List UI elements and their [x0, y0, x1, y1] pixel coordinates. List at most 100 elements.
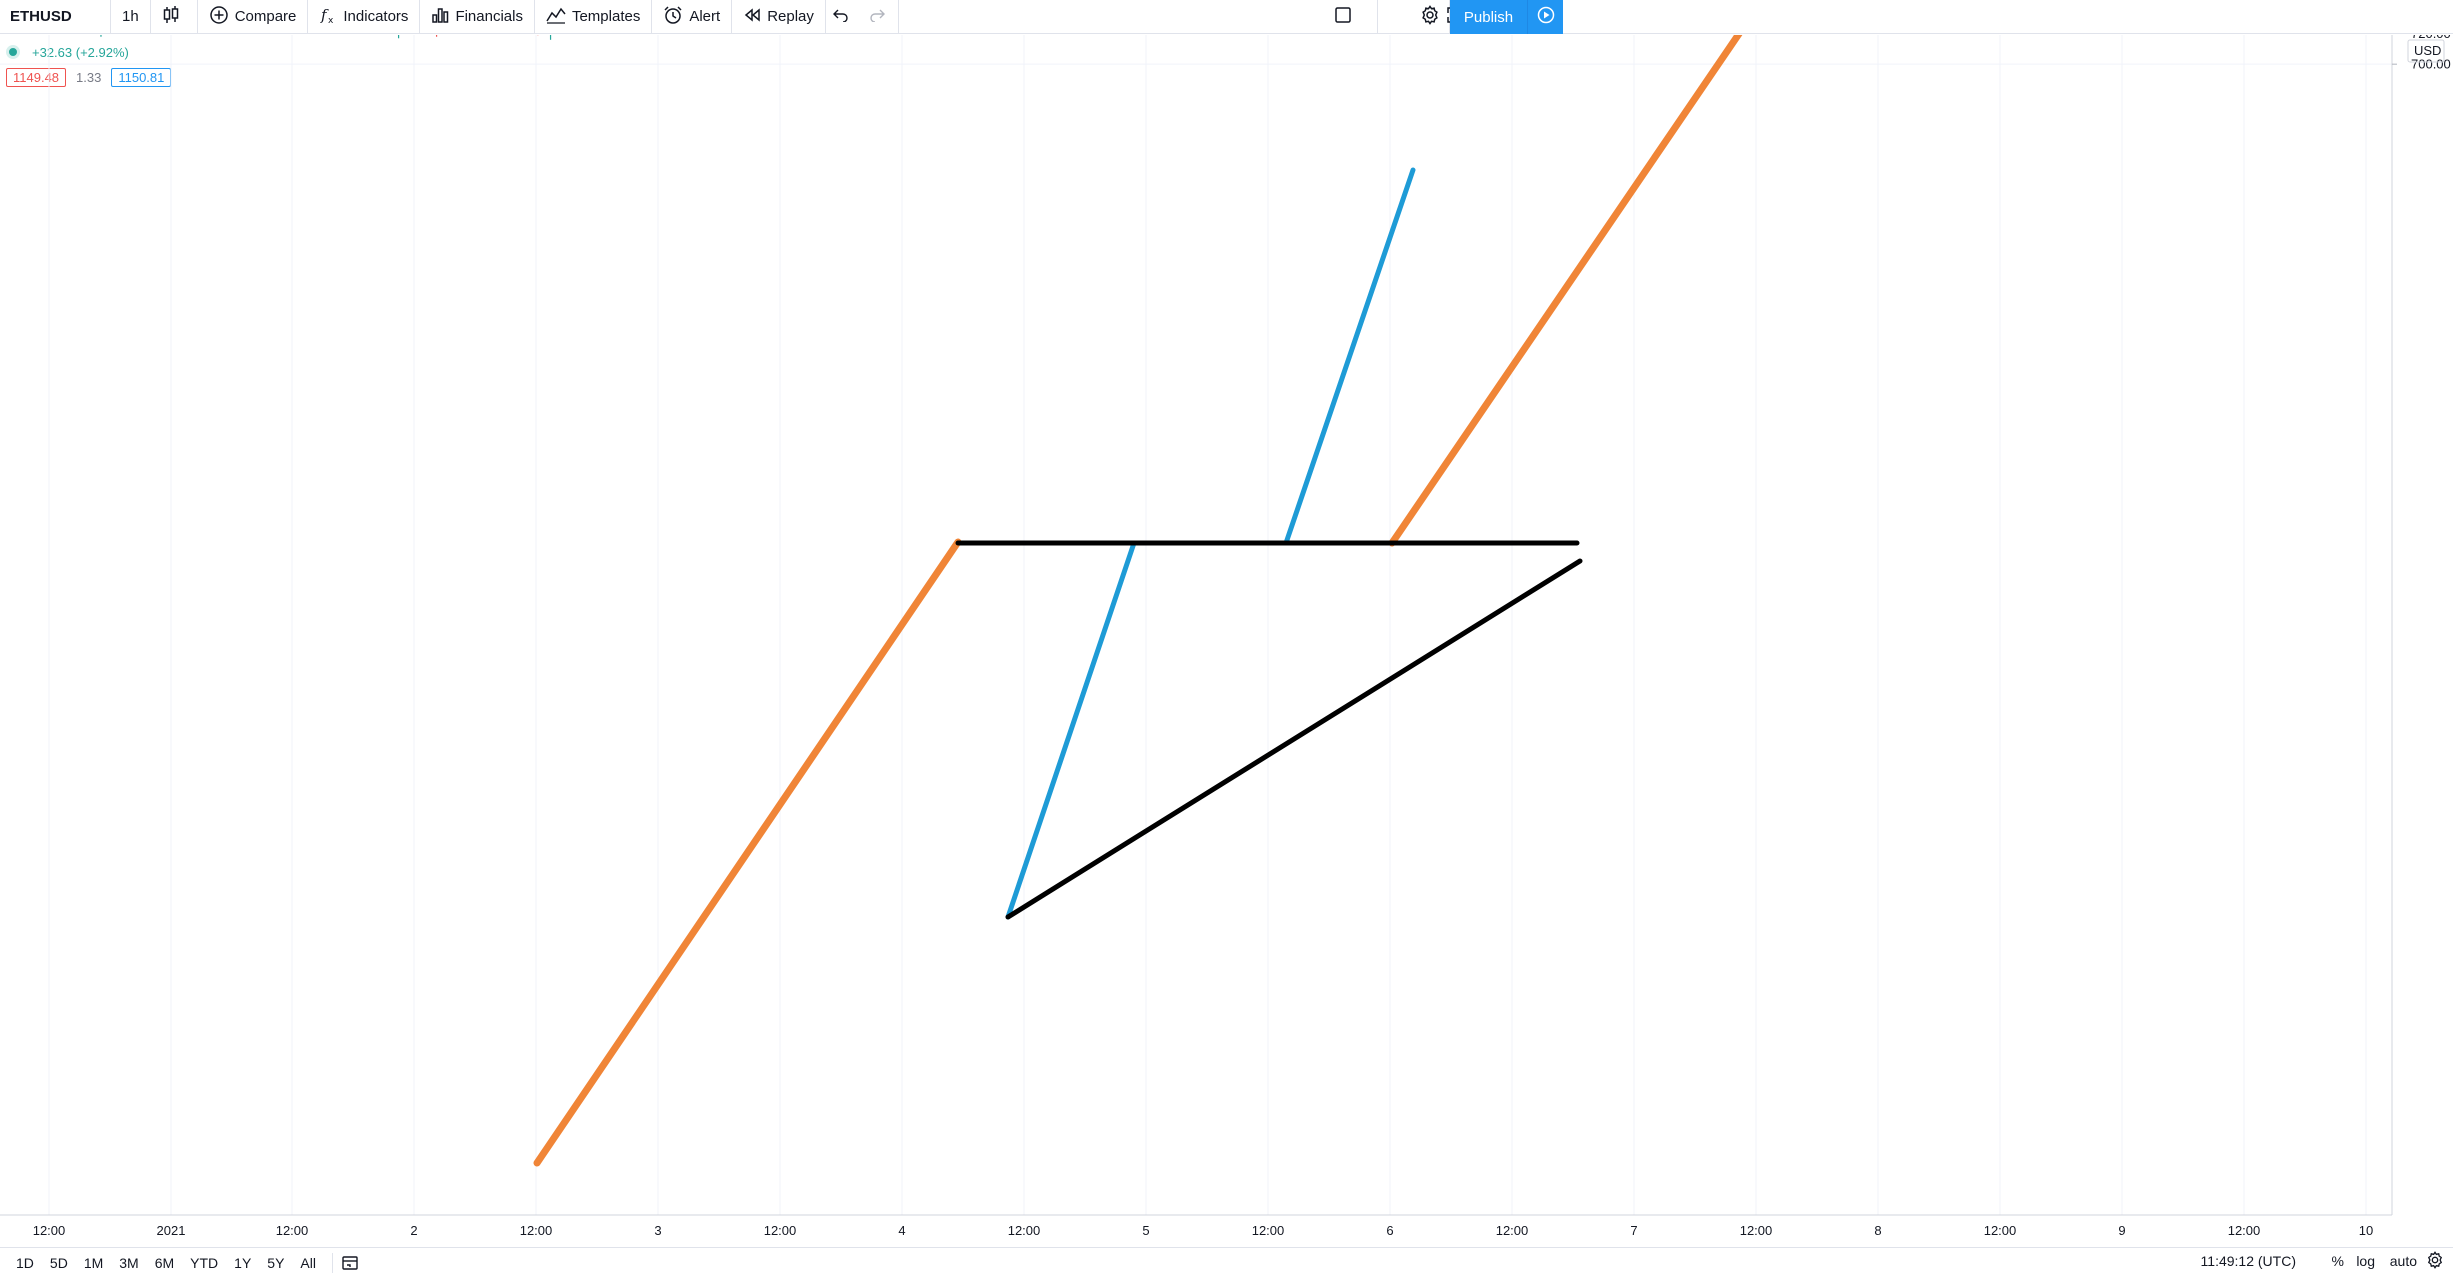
square-icon	[1334, 6, 1352, 29]
time-tick: 12:00	[1740, 1223, 1773, 1238]
time-tick: 12:00	[520, 1223, 553, 1238]
date-range-buttons: 1D 5D 1M 3M 6M YTD 1Y 5Y All	[0, 1255, 324, 1271]
spread-value: 1.33	[76, 69, 102, 85]
range-button-ytd[interactable]: YTD	[190, 1255, 219, 1271]
compare-label: Compare	[234, 8, 297, 25]
candles-icon	[162, 5, 186, 29]
time-tick: 8	[1874, 1223, 1881, 1238]
range-button-5d[interactable]: 5D	[49, 1255, 68, 1271]
time-tick: 10	[2359, 1223, 2373, 1238]
blue-trend-line[interactable]	[1283, 167, 1416, 546]
range-button-6m[interactable]: 6M	[154, 1255, 175, 1271]
alert-label: Alert	[689, 8, 721, 25]
layout-button[interactable]	[1325, 0, 1361, 34]
interval-button[interactable]: 1h	[122, 8, 139, 25]
goto-date-icon[interactable]	[341, 1255, 359, 1271]
bar-chart-icon	[431, 6, 455, 28]
range-button-3m[interactable]: 3M	[119, 1255, 139, 1271]
gear-icon	[2426, 1251, 2444, 1272]
range-button-1y[interactable]: 1Y	[234, 1255, 252, 1271]
undo-icon	[832, 8, 855, 26]
toolbar-divider	[1449, 0, 1450, 34]
utc-clock[interactable]: 11:49:12 (UTC)	[2200, 1253, 2296, 1269]
toolbar-divider	[419, 0, 421, 34]
log-toggle[interactable]: log	[2356, 1253, 2375, 1269]
auto-toggle[interactable]: auto	[2389, 1253, 2417, 1269]
alarm-clock-icon	[663, 5, 689, 29]
time-tick: 12:00	[33, 1223, 66, 1238]
bottom-toolbar: 1D 5D 1M 3M 6M YTD 1Y 5Y All	[0, 1247, 2453, 1278]
toolbar-divider	[533, 0, 535, 34]
symbol-search-button[interactable]: ETHUSD	[10, 8, 72, 25]
toolbar-divider	[196, 0, 198, 34]
time-tick: 9	[2118, 1223, 2125, 1238]
replay-button[interactable]: Replay	[732, 0, 825, 34]
toolbar-divider	[149, 0, 151, 34]
chart-style-button[interactable]	[151, 0, 197, 34]
rewind-icon	[743, 7, 767, 27]
alert-button[interactable]: Alert	[652, 0, 731, 34]
compare-button[interactable]: Compare	[198, 0, 308, 34]
range-button-1m[interactable]: 1M	[83, 1255, 104, 1271]
toolbar-divider	[897, 0, 899, 34]
gear-icon	[1420, 4, 1440, 30]
price-tick: 700.00	[2411, 57, 2451, 72]
toolbar-divider	[731, 0, 733, 34]
settings-button[interactable]	[1412, 0, 1448, 34]
time-axis[interactable]: 12:00 2021 12:00 2 12:00 3 12:00 4 12:00 5 12:00 6 1…	[0, 1214, 2392, 1247]
svg-text:x: x	[328, 16, 334, 25]
status-dot	[6, 45, 20, 59]
time-tick: 12:00	[1252, 1223, 1285, 1238]
templates-button[interactable]: Templates	[535, 0, 651, 34]
time-tick: 4	[898, 1223, 905, 1238]
time-tick: 12:00	[1496, 1223, 1529, 1238]
time-tick: 12:00	[276, 1223, 309, 1238]
time-tick: 5	[1142, 1223, 1149, 1238]
time-tick: 12:00	[2228, 1223, 2261, 1238]
templates-label: Templates	[571, 8, 641, 25]
time-tick: 7	[1630, 1223, 1637, 1238]
range-button-1d[interactable]: 1D	[16, 1255, 34, 1271]
percent-toggle[interactable]: %	[2331, 1253, 2344, 1269]
toolbar-divider	[307, 0, 309, 34]
candlestick-series	[100, 35, 552, 40]
drawing-tools	[533, 35, 1762, 1167]
publish-button[interactable]: Publish	[1450, 0, 1527, 34]
time-tick: 12:00	[1008, 1223, 1041, 1238]
currency-label: USD	[2414, 43, 2441, 58]
redo-button[interactable]	[862, 0, 898, 34]
toolbar-divider	[824, 0, 826, 34]
bid-price[interactable]: 1149.48	[6, 67, 67, 87]
time-tick: 2	[410, 1223, 417, 1238]
financials-button[interactable]: Financials	[420, 0, 534, 34]
time-tick: 12:00	[764, 1223, 797, 1238]
replay-label: Replay	[767, 8, 814, 25]
chart-legend: +32.63 (+2.92%) 1149.48 1.33 1150.81	[6, 42, 181, 92]
time-tick: 2021	[157, 1223, 186, 1238]
undo-button[interactable]	[826, 0, 862, 34]
support-line[interactable]	[1005, 558, 1583, 920]
range-button-all[interactable]: All	[300, 1255, 316, 1271]
redo-icon	[869, 8, 891, 26]
time-tick: 12:00	[1984, 1223, 2017, 1238]
svg-text:f: f	[320, 6, 329, 24]
blue-trend-line[interactable]	[1005, 540, 1137, 920]
chart-grid	[0, 35, 2392, 1215]
toolbar-divider	[1377, 0, 1378, 34]
plus-circle-icon	[209, 5, 235, 29]
price-chart[interactable]: 1440.001420.001400.001380.001360.001340.…	[0, 35, 2453, 1247]
price-tick: 720.00	[2411, 35, 2451, 41]
financials-label: Financials	[455, 8, 523, 25]
axis-settings-button[interactable]	[2426, 1251, 2444, 1272]
orange-trend-line[interactable]	[533, 538, 962, 1167]
orange-trend-line[interactable]	[1388, 35, 1762, 547]
price-axis[interactable]: 1440.001420.001400.001380.001360.001340.…	[2391, 35, 2453, 1215]
range-button-5y[interactable]: 5Y	[267, 1255, 285, 1271]
play-circle-icon	[1537, 6, 1555, 29]
toolbar-divider	[331, 1253, 333, 1273]
price-change: +32.63 (+2.92%)	[32, 44, 129, 60]
publish-menu-button[interactable]	[1527, 0, 1563, 34]
